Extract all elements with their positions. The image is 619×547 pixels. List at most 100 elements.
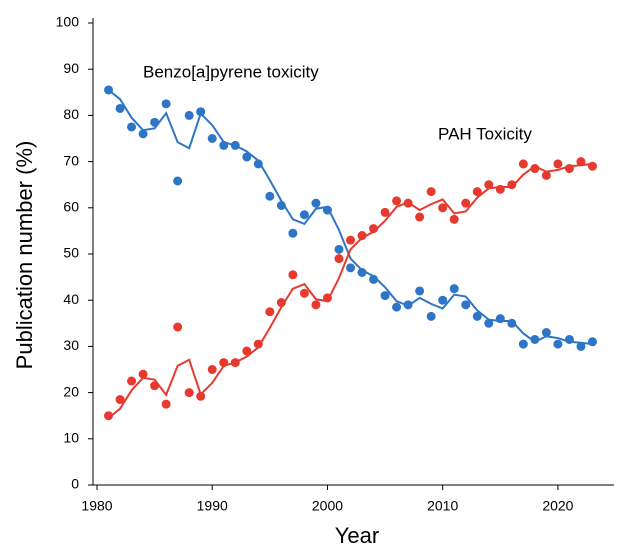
point (311, 300, 321, 310)
point (196, 391, 206, 401)
point (322, 293, 332, 303)
y-axis-label: Publication number (%) (12, 141, 37, 370)
point (392, 302, 402, 312)
point (530, 164, 540, 174)
point (495, 314, 505, 324)
point (438, 203, 448, 213)
point (507, 318, 517, 328)
point (207, 365, 217, 374)
point (265, 307, 275, 317)
point (219, 358, 229, 368)
point (541, 170, 551, 180)
point (161, 399, 171, 409)
point (150, 381, 160, 391)
point (461, 198, 471, 208)
point (576, 341, 586, 351)
point (253, 339, 263, 349)
point (276, 298, 286, 308)
point (461, 300, 471, 310)
x-tick-label: 2020 (542, 498, 573, 514)
point (173, 322, 183, 332)
point (230, 140, 240, 150)
point (472, 311, 482, 321)
point (484, 180, 494, 190)
point (495, 184, 505, 194)
series-label: PAH Toxicity (438, 124, 532, 143)
y-tick-label: 80 (63, 106, 79, 122)
point (115, 395, 125, 405)
point (426, 187, 436, 197)
point (438, 295, 448, 305)
point (265, 191, 275, 201)
y-tick-label: 10 (63, 430, 79, 446)
y-tick-label: 50 (63, 245, 79, 261)
point (403, 198, 413, 208)
point (553, 339, 563, 349)
point (219, 140, 229, 150)
point (288, 270, 298, 280)
x-tick-label: 1990 (197, 498, 228, 514)
y-tick-label: 0 (71, 476, 79, 492)
point (299, 288, 309, 298)
point (242, 152, 252, 162)
point (449, 284, 459, 294)
point (104, 411, 114, 421)
y-tick-label: 90 (63, 60, 79, 76)
point (104, 85, 114, 95)
point (161, 99, 171, 109)
y-tick-label: 60 (63, 199, 79, 215)
point (484, 318, 494, 328)
point (518, 339, 528, 349)
point (380, 207, 390, 217)
point (288, 228, 298, 238)
point (357, 231, 367, 241)
point (530, 334, 540, 344)
point (564, 334, 574, 344)
point (426, 311, 436, 321)
y-tick-label: 70 (63, 152, 79, 168)
point (242, 346, 252, 356)
point (173, 176, 183, 186)
point (230, 358, 240, 368)
point (415, 286, 425, 296)
point (541, 328, 551, 338)
point (196, 107, 206, 117)
x-tick-label: 2010 (427, 498, 458, 514)
point (184, 110, 194, 120)
point (322, 205, 332, 215)
point (276, 200, 286, 210)
point (334, 244, 344, 254)
point (127, 376, 137, 386)
point (253, 159, 263, 169)
trend-line (107, 162, 593, 419)
x-axis-label: Year (335, 523, 379, 547)
y-tick-label: 40 (63, 291, 79, 307)
point (207, 134, 217, 143)
y-tick-label: 20 (63, 383, 79, 399)
point (403, 300, 413, 310)
point (369, 224, 379, 234)
point (392, 196, 402, 206)
point (311, 198, 321, 208)
point (115, 103, 125, 113)
y-tick-label: 100 (56, 14, 80, 30)
point (576, 157, 586, 167)
point (299, 210, 309, 220)
point (587, 337, 597, 347)
point (369, 274, 379, 284)
point (184, 388, 194, 398)
x-tick-label: 2000 (312, 498, 343, 514)
point (357, 267, 367, 277)
point (138, 369, 148, 379)
y-tick-label: 30 (63, 337, 79, 353)
point (553, 159, 563, 169)
point (127, 122, 137, 132)
series-label: Benzo[a]pyrene toxicity (143, 62, 319, 81)
point (518, 159, 528, 169)
point (380, 291, 390, 301)
x-tick-label: 1980 (81, 498, 112, 514)
point (334, 254, 344, 264)
point (587, 161, 597, 171)
point (449, 214, 459, 224)
